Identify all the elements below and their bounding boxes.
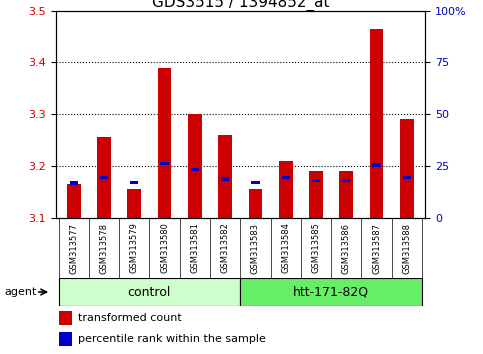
Text: GSM313579: GSM313579 xyxy=(130,223,139,273)
Text: GSM313583: GSM313583 xyxy=(251,223,260,274)
Bar xyxy=(400,119,413,218)
Bar xyxy=(59,332,72,346)
Bar xyxy=(340,171,353,218)
Bar xyxy=(370,29,384,218)
Bar xyxy=(191,168,199,171)
Text: GSM313587: GSM313587 xyxy=(372,223,381,274)
Bar xyxy=(309,171,323,218)
Bar xyxy=(97,137,111,218)
Text: GSM313588: GSM313588 xyxy=(402,223,412,274)
Bar xyxy=(241,278,422,306)
Title: GDS3515 / 1394852_at: GDS3515 / 1394852_at xyxy=(152,0,329,11)
Text: GSM313577: GSM313577 xyxy=(69,223,78,274)
Text: GSM313578: GSM313578 xyxy=(99,223,109,274)
Bar xyxy=(160,161,169,165)
Text: GSM313582: GSM313582 xyxy=(221,223,229,273)
Bar xyxy=(130,181,138,184)
Text: GSM313585: GSM313585 xyxy=(312,223,321,273)
Bar xyxy=(403,176,411,179)
Bar xyxy=(100,176,108,179)
Bar xyxy=(188,114,202,218)
Text: control: control xyxy=(128,286,171,298)
Bar xyxy=(282,176,290,179)
Bar xyxy=(221,177,229,181)
Bar xyxy=(312,179,320,182)
Bar xyxy=(372,163,381,167)
Bar xyxy=(249,189,262,218)
Bar xyxy=(59,311,72,325)
Text: agent: agent xyxy=(4,287,37,297)
Text: GSM313586: GSM313586 xyxy=(342,223,351,274)
Bar xyxy=(218,135,232,218)
Bar xyxy=(58,278,241,306)
Bar xyxy=(251,181,259,184)
Text: GSM313584: GSM313584 xyxy=(281,223,290,273)
Text: GSM313581: GSM313581 xyxy=(190,223,199,273)
Bar xyxy=(67,184,81,218)
Bar xyxy=(158,68,171,218)
Text: GSM313580: GSM313580 xyxy=(160,223,169,273)
Text: transformed count: transformed count xyxy=(78,313,182,323)
Bar xyxy=(342,179,350,182)
Text: percentile rank within the sample: percentile rank within the sample xyxy=(78,334,266,344)
Text: htt-171-82Q: htt-171-82Q xyxy=(293,286,369,298)
Bar xyxy=(128,189,141,218)
Bar xyxy=(70,181,78,185)
Bar xyxy=(279,161,293,218)
